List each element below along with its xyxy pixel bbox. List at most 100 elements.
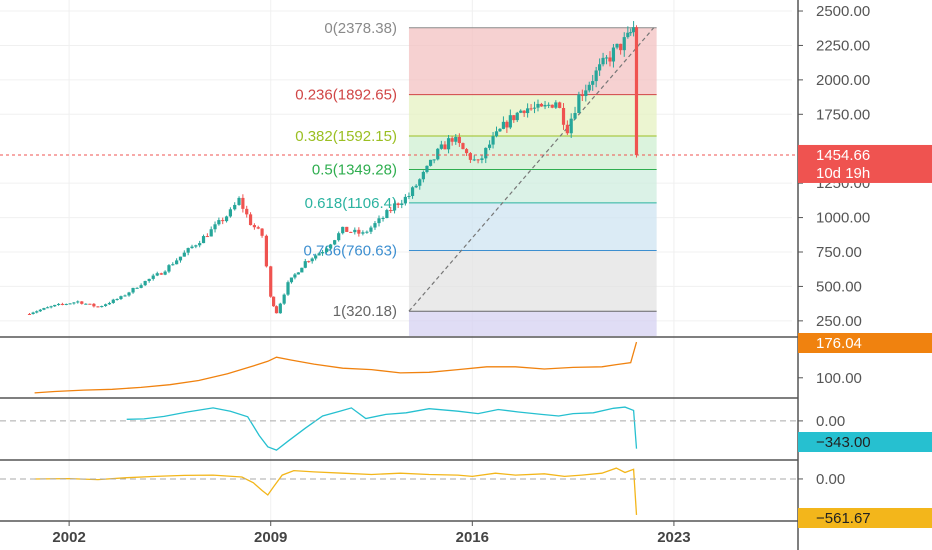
candle (361, 230, 365, 236)
candle-body (439, 144, 443, 149)
candle (569, 113, 573, 138)
candle (123, 294, 127, 297)
indicator-3-value-tag[interactable]: −561.67 (798, 508, 932, 528)
current-price-tag[interactable]: 1454.66 (798, 144, 932, 165)
candle (272, 296, 276, 307)
indicator-line (126, 406, 638, 451)
candle-body (414, 185, 418, 188)
fib-zone-0 (408, 27, 657, 95)
candle (167, 264, 171, 274)
candle (428, 159, 433, 167)
candle-body (72, 302, 76, 304)
candle-body (573, 113, 577, 119)
fib-label-3: 0.5(1349.28) (312, 161, 397, 178)
candle-body (131, 287, 135, 293)
candle (536, 99, 540, 112)
price-tick-label: 250.00 (816, 313, 862, 330)
candle-body (389, 210, 393, 212)
candle (611, 44, 616, 68)
candle-body (300, 267, 304, 273)
candle (526, 103, 530, 118)
candle (565, 120, 569, 136)
candle-body (100, 306, 104, 308)
candle-body (241, 197, 245, 209)
candle-body (303, 261, 307, 268)
candle (115, 298, 119, 301)
candle-body (400, 203, 404, 206)
candle (53, 304, 57, 307)
candle-body (123, 295, 127, 297)
candle (256, 225, 260, 230)
candle-body (403, 196, 407, 204)
candle-body (461, 143, 465, 150)
candle (626, 26, 630, 39)
countdown-tag[interactable]: 10d 19h (798, 162, 932, 183)
candle (494, 126, 499, 138)
candle (615, 43, 619, 50)
candle-body (147, 278, 151, 281)
candle (407, 192, 411, 200)
candle (632, 21, 636, 37)
candle (558, 101, 562, 109)
indicator-tick-label: 0.00 (816, 471, 845, 488)
candle-body (543, 104, 547, 107)
candle (107, 301, 112, 305)
candle (488, 140, 492, 151)
indicator-2-value-tag[interactable]: −343.00 (798, 432, 932, 452)
candle (307, 260, 311, 263)
indicator-1-value-tag-text: 176.04 (816, 335, 862, 352)
candle-body (221, 220, 225, 222)
candle (72, 302, 76, 305)
fibonacci-retracement[interactable]: 0(2378.38) 0.236(1892.65) 0.382(1592.15) 0.… (295, 20, 657, 336)
candle (587, 81, 591, 93)
price-tick-label: 2500.00 (816, 3, 870, 20)
candle (333, 239, 337, 246)
candle-body (224, 216, 229, 222)
candle-body (349, 231, 353, 233)
candle-body (425, 165, 429, 172)
indicator-tick-label: 100.00 (816, 370, 862, 387)
candle (554, 100, 558, 109)
candle-body (501, 121, 506, 129)
candle-body (171, 264, 175, 266)
candle-body (228, 209, 232, 217)
candle (539, 102, 544, 107)
candle-body (472, 159, 476, 161)
candle (38, 308, 42, 312)
candle-body (484, 147, 488, 159)
candle (317, 252, 321, 256)
candle (550, 104, 554, 109)
candle-body (532, 107, 537, 109)
candle-body (615, 43, 619, 48)
candle-body (491, 136, 495, 145)
candle-body (237, 197, 241, 205)
candle (373, 221, 377, 230)
candle-body (35, 311, 39, 313)
candle (472, 155, 476, 162)
candle-body (522, 110, 526, 114)
candle-body (88, 303, 92, 305)
candle (547, 102, 551, 109)
candle-body (209, 229, 213, 237)
indicator-1-value-tag[interactable]: 176.04 (798, 333, 932, 353)
candle-body (282, 294, 286, 304)
candle-body (151, 275, 155, 279)
candle-body (594, 70, 598, 82)
indicator-pane-2 (0, 406, 798, 451)
candle-body (512, 115, 516, 121)
candle-body (418, 179, 422, 186)
candle (594, 66, 598, 88)
price-axis[interactable]: 2500.002250.002000.001750.001250.001000.… (798, 3, 932, 528)
time-axis[interactable]: 2002 2009 2016 2023 (52, 521, 691, 546)
price-tick-label: 2000.00 (816, 72, 870, 89)
candle-body (269, 266, 273, 297)
candle-body (629, 32, 633, 34)
candle (151, 273, 155, 281)
candle (127, 291, 131, 297)
candle (377, 215, 381, 227)
candle-body (515, 112, 519, 121)
indicator-3-value-tag-text: −561.67 (816, 510, 871, 527)
candle (601, 52, 605, 67)
candle-body (494, 131, 499, 137)
